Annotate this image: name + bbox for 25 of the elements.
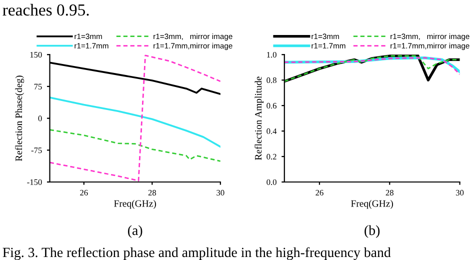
y-axis-title: Reflection Phase(deg) [15,76,24,162]
y-tick-label: 0.6 [266,102,277,109]
y-tick-label: 150 [30,52,42,58]
text: (b) [364,225,380,238]
y-tick-label: 1.0 [267,52,276,58]
x-tick-label: 28 [386,190,394,196]
x-tick-label: 26 [316,190,324,196]
y-tick-label: 0 [38,116,42,122]
y-tick-label: -75 [31,148,42,154]
x-tick-label: 30 [456,190,464,196]
x-tick-label: 26 [80,190,88,196]
y-tick-label: 0.2 [266,154,276,160]
caption: Fig. 3. The reflection phase and amplitude in the high-frequency band [2,247,391,260]
y-tick-label: 0.4 [266,128,277,134]
text: reaches 0.95. [2,4,89,16]
y-tick-label: 75 [34,84,42,90]
y-tick-label: -150 [27,179,42,185]
x-axis-title: Freq(GHz) [351,200,393,209]
y-tick-label: 0.8 [266,77,276,84]
y-tick-label: 0.0 [266,179,276,186]
text: (a) [128,225,142,238]
y-axis-title: Reflection Amplitude [254,76,264,160]
x-tick-label: 30 [216,190,224,196]
x-tick-label: 28 [148,190,156,196]
x-axis-title: Freq(GHz) [114,200,156,209]
